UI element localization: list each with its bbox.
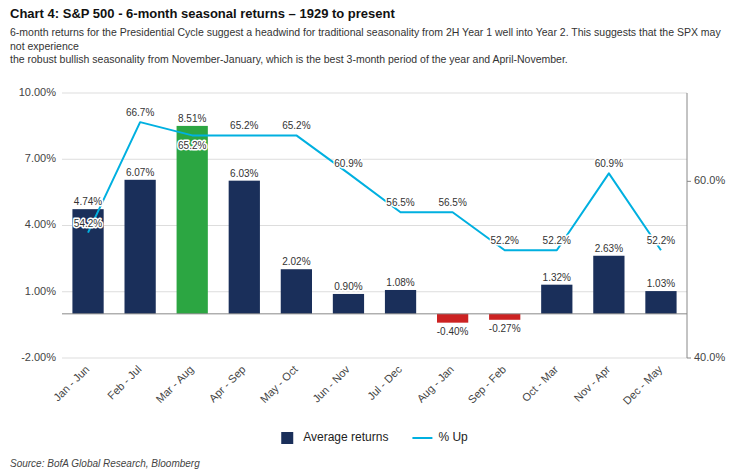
x-tick-label: Jan - Jun [51,363,91,403]
bar-label: 1.08% [386,277,414,288]
x-tick-label: Aug - Jan [414,363,456,405]
line-label: 56.5% [386,197,414,208]
line [88,122,661,250]
legend-item: % Up [412,430,468,444]
bar [645,291,676,314]
grid-line [62,358,687,359]
bar [385,290,416,314]
title: Chart 4: S&P 500 - 6-month seasonal retu… [10,6,396,21]
plot-marks [72,122,676,323]
legend-swatch [281,432,293,444]
grid [62,93,687,358]
legend: Average returns % Up [281,430,468,444]
line-label: 66.7% [126,107,154,118]
y2-tick [687,358,691,359]
y-tick-label: 1.00% [25,285,56,297]
subtitle: 6-month returns for the Presidential Cyc… [10,26,721,65]
subtitle-line: 6-month returns for the Presidential Cyc… [10,26,721,38]
y2-axis-line [687,93,688,358]
y-tick-label: 4.00% [25,218,56,230]
bar [229,181,260,314]
bar [125,180,156,314]
x-tick-label: Oct - Mar [519,363,560,404]
line-label: 60.9% [334,158,362,169]
line-label: 65.2% [230,120,258,131]
line-label: 56.5% [438,197,466,208]
bar [541,285,572,314]
bar-label: 6.07% [126,167,154,178]
background [0,0,745,475]
bar-label: -0.40% [437,326,469,337]
y2-tick [687,181,691,182]
legend-label: % Up [438,430,468,444]
bar-label: 2.63% [595,243,623,254]
x-tick-label: Sep - Feb [466,363,509,406]
bar [72,209,103,314]
x-tick-label: May - Oct [258,363,300,405]
bar [489,314,520,320]
x-tick-label: Jul - Dec [365,363,405,403]
bar-label: 6.03% [230,168,258,179]
x-tick-label: Feb - Jul [105,363,144,402]
source: Source: BofA Global Research, Bloomberg [10,458,200,469]
bar-label: 4.74% [74,196,102,207]
chart: Chart 4: S&P 500 - 6-month seasonal retu… [0,0,745,475]
y-tick-label: 7.00% [25,152,56,164]
grid-line [62,93,687,94]
x-tick-label: Nov - Apr [571,363,612,404]
x-tick-label: Jun - Nov [310,363,352,405]
y2-tick-label: 60.0% [694,174,725,186]
data-labels: 4.74% 6.07% 8.51% 6.03% 2.02% 0.90% 1.08% -0.40… [74,107,675,337]
legend-label: Average returns [303,430,388,444]
grid-line [62,159,687,160]
line-label: 52.2% [647,235,675,246]
line-label: 65.2% [178,140,206,151]
bar-label: 1.32% [543,272,571,283]
line-label: 65.2% [282,120,310,131]
x-tick-label: Mar - Aug [153,363,195,405]
bar-label: 8.51% [178,113,206,124]
y-tick-label: 10.00% [19,86,57,98]
line-label: 54.2% [74,218,102,229]
x-tick-label: Apr - Sep [206,363,247,404]
line-label: 52.2% [491,235,519,246]
baseline [62,313,687,314]
y-tick-label: -2.00% [21,351,56,363]
bar-label: 0.90% [334,281,362,292]
legend-swatch [412,437,432,439]
y2-tick-label: 40.0% [694,351,725,363]
bar [281,269,312,314]
legend-item: Average returns [281,430,388,444]
bar [593,256,624,314]
x-tick-label: Dec - May [620,363,664,407]
subtitle-line: the robust bullish seasonality from Nove… [10,53,568,65]
bar-label: 1.03% [647,278,675,289]
bar [177,126,208,314]
bar [437,314,468,323]
line-label: 60.9% [595,158,623,169]
subtitle-line: not experience [10,40,79,52]
bar-label: -0.27% [489,323,521,334]
line-label: 52.2% [543,235,571,246]
bar [333,294,364,314]
bar-label: 2.02% [282,256,310,267]
